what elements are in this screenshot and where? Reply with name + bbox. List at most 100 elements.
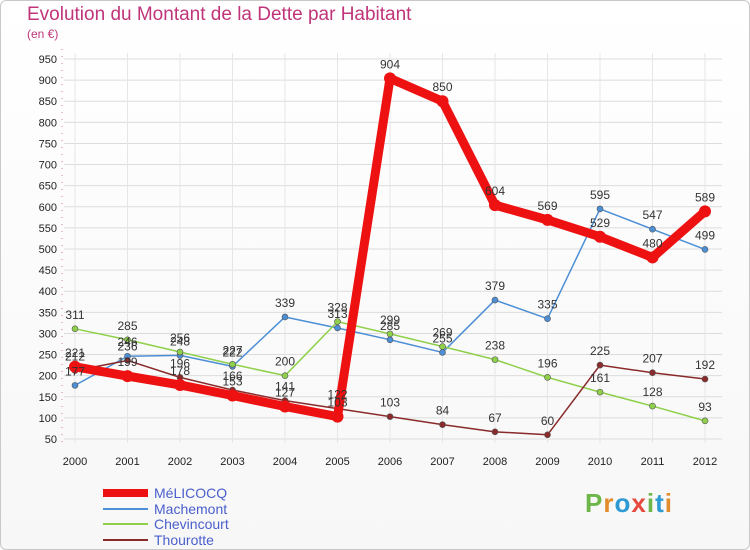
logo-letter: P — [585, 488, 604, 518]
data-label: 604 — [485, 184, 505, 198]
data-label: 225 — [590, 344, 610, 358]
data-point — [491, 428, 499, 436]
data-label: 595 — [590, 188, 610, 202]
data-label: 196 — [537, 356, 557, 370]
data-point — [701, 417, 709, 425]
y-tick-label: 600 — [39, 202, 57, 214]
y-tick-label: 50 — [45, 434, 57, 446]
y-tick-label: 100 — [39, 413, 57, 425]
y-tick-label: 250 — [39, 350, 57, 362]
data-label: 589 — [695, 190, 715, 204]
data-point — [439, 349, 446, 356]
y-tick-label: 200 — [39, 371, 57, 383]
data-point — [596, 361, 604, 369]
data-label: 335 — [537, 298, 557, 312]
x-tick-label: 2007 — [430, 456, 454, 468]
data-label: 222 — [222, 345, 242, 359]
data-label: 67 — [488, 411, 502, 425]
data-label: 285 — [380, 319, 400, 333]
y-tick-label: 450 — [39, 265, 57, 277]
x-tick-label: 2006 — [378, 456, 402, 468]
data-point — [544, 315, 551, 322]
y-tick-label: 500 — [39, 244, 57, 256]
data-label: 153 — [222, 375, 242, 389]
data-point — [649, 225, 656, 233]
y-tick-label: 400 — [39, 286, 57, 298]
x-tick-label: 2004 — [273, 456, 297, 468]
data-label: 569 — [537, 199, 557, 213]
data-point — [124, 357, 131, 364]
data-label: 256 — [170, 331, 190, 345]
data-label: 339 — [275, 296, 295, 310]
data-point — [281, 372, 289, 379]
data-point — [176, 348, 184, 356]
data-label: 207 — [642, 352, 662, 366]
data-point — [331, 410, 344, 423]
data-point — [121, 370, 134, 383]
x-tick-label: 2010 — [588, 456, 612, 468]
data-label: 248 — [170, 334, 190, 348]
logo-letter: r — [603, 488, 615, 518]
data-point — [386, 330, 394, 338]
data-label: 196 — [170, 356, 190, 370]
y-tick-label: 150 — [39, 392, 57, 404]
data-label: 236 — [117, 339, 137, 353]
data-label: 122 — [327, 388, 347, 402]
y-tick-label: 550 — [39, 223, 57, 235]
data-label: 161 — [590, 371, 610, 385]
data-point — [491, 356, 499, 363]
y-tick-label: 350 — [39, 307, 57, 319]
data-point — [71, 325, 79, 333]
data-label: 904 — [380, 57, 400, 71]
data-label: 246 — [117, 335, 137, 349]
data-label: 529 — [590, 216, 610, 230]
data-label: 128 — [642, 385, 662, 399]
y-tick-label: 850 — [39, 96, 57, 108]
data-label: 299 — [380, 313, 400, 327]
x-tick-label: 2008 — [483, 456, 507, 468]
data-point — [124, 336, 131, 344]
data-label: 313 — [327, 307, 347, 321]
data-point — [436, 95, 449, 108]
chart-subtitle: (en €) — [27, 27, 59, 41]
data-label: 93 — [698, 400, 712, 414]
data-label: 141 — [275, 380, 295, 394]
data-label: 212 — [65, 350, 85, 364]
data-point — [279, 400, 291, 413]
data-point — [334, 318, 341, 325]
data-label: 227 — [222, 343, 242, 357]
logo-letter: o — [614, 488, 632, 518]
x-tick-label: 2001 — [115, 456, 139, 468]
data-label: 285 — [117, 319, 137, 333]
data-point — [594, 230, 606, 243]
data-point — [646, 251, 659, 264]
y-tick-label: 300 — [39, 328, 57, 340]
x-tick-label: 2002 — [168, 456, 192, 468]
data-label: 379 — [485, 279, 505, 293]
y-tick-label: 900 — [39, 75, 57, 87]
data-point — [489, 199, 501, 212]
data-point — [229, 360, 236, 368]
data-label: 60 — [541, 414, 555, 428]
data-label: 103 — [380, 396, 400, 410]
data-point — [544, 374, 551, 381]
data-point — [71, 382, 79, 389]
legend-label: Chevincourt — [154, 516, 229, 532]
x-tick-label: 2005 — [325, 456, 349, 468]
logo-letter: t — [655, 488, 665, 518]
data-point — [439, 421, 446, 428]
x-tick-label: 2012 — [693, 456, 717, 468]
data-point — [596, 388, 604, 396]
logo-letter: i — [664, 488, 673, 518]
y-tick-label: 950 — [39, 54, 57, 66]
data-label: 311 — [65, 308, 84, 322]
data-label: 177 — [65, 364, 85, 378]
data-point — [701, 375, 709, 383]
data-point — [174, 378, 186, 391]
y-tick-label: 700 — [39, 160, 57, 172]
data-label: 103 — [327, 396, 347, 410]
data-label: 238 — [485, 339, 505, 353]
data-label: 480 — [642, 236, 662, 250]
